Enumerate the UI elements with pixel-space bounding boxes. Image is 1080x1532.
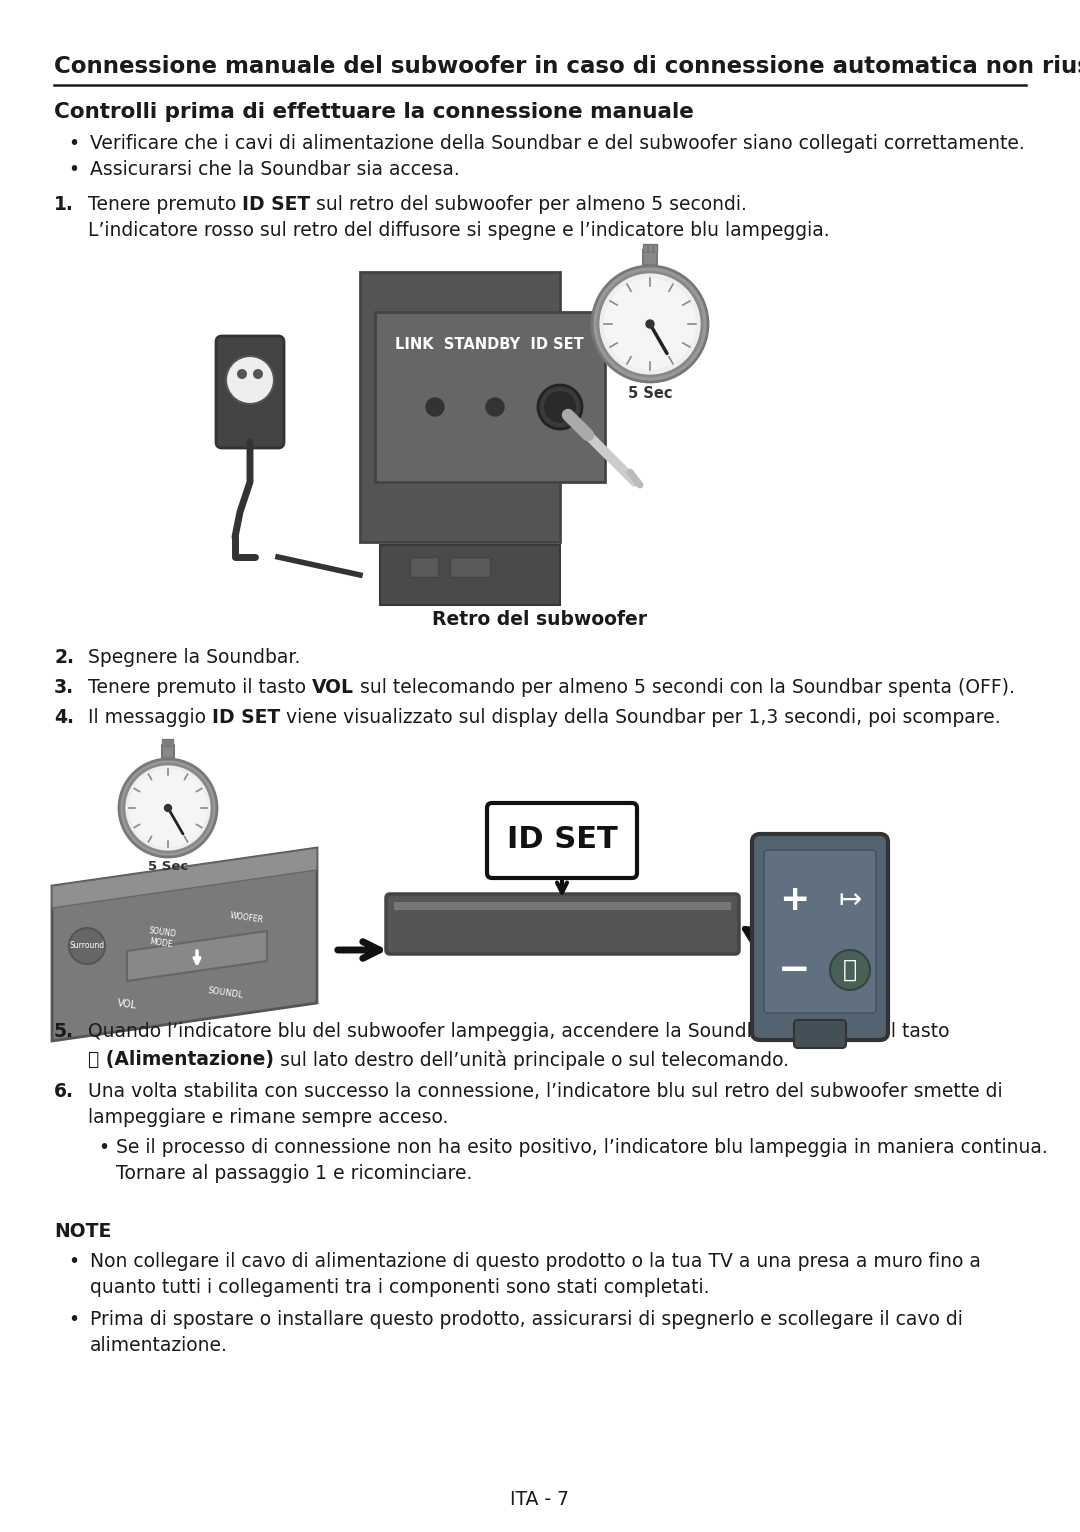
FancyBboxPatch shape: [386, 895, 739, 954]
Bar: [162, 745, 174, 758]
Text: quanto tutti i collegamenti tra i componenti sono stati completati.: quanto tutti i collegamenti tra i compon…: [90, 1278, 710, 1298]
Bar: [360, 273, 561, 542]
Text: Non collegare il cavo di alimentazione di questo prodotto o la tua TV a una pres: Non collegare il cavo di alimentazione d…: [90, 1252, 981, 1272]
Bar: [375, 313, 605, 483]
Text: Verificare che i cavi di alimentazione della Soundbar e del subwoofer siano coll: Verificare che i cavi di alimentazione d…: [90, 133, 1025, 153]
Text: Surround: Surround: [69, 941, 105, 950]
Text: Il messaggio: Il messaggio: [87, 708, 212, 728]
Text: viene visualizzato sul display della Soundbar per 1,3 secondi, poi scompare.: viene visualizzato sul display della Sou…: [280, 708, 1001, 728]
Circle shape: [646, 320, 654, 328]
Text: L’indicatore rosso sul retro del diffusore si spegne e l’indicatore blu lampeggi: L’indicatore rosso sul retro del diffuso…: [87, 221, 829, 241]
Text: •: •: [98, 1138, 109, 1157]
Text: 5.: 5.: [54, 1022, 75, 1042]
Text: alimentazione.: alimentazione.: [90, 1336, 228, 1354]
Bar: [653, 244, 657, 251]
Polygon shape: [127, 931, 267, 980]
Text: Tenere premuto: Tenere premuto: [87, 195, 242, 214]
Circle shape: [544, 391, 576, 423]
Text: •: •: [68, 1310, 79, 1328]
Text: •: •: [68, 1252, 79, 1272]
Text: 5 Sec: 5 Sec: [148, 859, 188, 873]
Text: +: +: [779, 882, 809, 918]
Text: VOL: VOL: [117, 997, 138, 1011]
Circle shape: [129, 769, 207, 847]
Text: 1.: 1.: [54, 195, 73, 214]
Text: Una volta stabilita con successo la connessione, l’indicatore blu sul retro del : Una volta stabilita con successo la conn…: [87, 1082, 1002, 1102]
FancyBboxPatch shape: [216, 336, 284, 447]
Polygon shape: [52, 849, 318, 1042]
Bar: [643, 250, 657, 265]
Text: Controlli prima di effettuare la connessione manuale: Controlli prima di effettuare la conness…: [54, 103, 693, 123]
Text: sul lato destro dell’unità principale o sul telecomando.: sul lato destro dell’unità principale o …: [274, 1049, 789, 1069]
Text: ⏻ (Alimentazione): ⏻ (Alimentazione): [87, 1049, 274, 1069]
Circle shape: [226, 355, 274, 404]
FancyBboxPatch shape: [764, 850, 876, 1013]
Circle shape: [604, 277, 696, 371]
Circle shape: [164, 804, 172, 812]
Text: SOUND
MODE: SOUND MODE: [147, 925, 177, 948]
Circle shape: [119, 758, 217, 856]
Circle shape: [486, 398, 504, 417]
FancyBboxPatch shape: [752, 833, 888, 1040]
Text: Prima di spostare o installare questo prodotto, assicurarsi di spegnerlo e scoll: Prima di spostare o installare questo pr…: [90, 1310, 963, 1328]
Text: lampeggiare e rimane sempre acceso.: lampeggiare e rimane sempre acceso.: [87, 1108, 448, 1128]
Circle shape: [598, 273, 702, 375]
Text: Se il processo di connessione non ha esito positivo, l’indicatore blu lampeggia : Se il processo di connessione non ha esi…: [116, 1138, 1048, 1157]
Circle shape: [538, 385, 582, 429]
Text: 5 Sec: 5 Sec: [627, 386, 672, 401]
Text: •: •: [68, 133, 79, 153]
Text: −: −: [778, 951, 810, 990]
Circle shape: [831, 950, 870, 990]
Text: VOL: VOL: [312, 679, 354, 697]
Text: 6.: 6.: [54, 1082, 75, 1102]
Text: Retro del subwoofer: Retro del subwoofer: [432, 610, 648, 630]
Text: ↦: ↦: [838, 885, 862, 915]
Text: sul retro del subwoofer per almeno 5 secondi.: sul retro del subwoofer per almeno 5 sec…: [311, 195, 747, 214]
Text: ID SET: ID SET: [507, 826, 618, 855]
Text: Connessione manuale del subwoofer in caso di connessione automatica non riuscita: Connessione manuale del subwoofer in cas…: [54, 55, 1080, 78]
Bar: [170, 738, 173, 746]
Text: ⏻: ⏻: [842, 958, 858, 982]
Circle shape: [592, 267, 708, 381]
Circle shape: [426, 398, 444, 417]
Text: SOUNDL: SOUNDL: [207, 987, 243, 1000]
Circle shape: [69, 928, 105, 964]
Text: ID SET: ID SET: [242, 195, 311, 214]
Circle shape: [237, 369, 247, 378]
Text: ID SET: ID SET: [212, 708, 280, 728]
Circle shape: [124, 764, 212, 852]
Text: Tenere premuto il tasto: Tenere premuto il tasto: [87, 679, 312, 697]
FancyBboxPatch shape: [794, 1020, 846, 1048]
Text: Assicurarsi che la Soundbar sia accesa.: Assicurarsi che la Soundbar sia accesa.: [90, 159, 460, 179]
Text: 3.: 3.: [54, 679, 75, 697]
Text: •: •: [68, 159, 79, 179]
Text: 2.: 2.: [54, 648, 75, 666]
Circle shape: [253, 369, 264, 378]
Text: LINK  STANDBY  ID SET: LINK STANDBY ID SET: [395, 337, 584, 352]
Bar: [380, 545, 561, 605]
Bar: [648, 244, 652, 251]
Bar: [166, 738, 168, 746]
Bar: [410, 558, 438, 578]
FancyBboxPatch shape: [487, 803, 637, 878]
Text: ITA - 7: ITA - 7: [511, 1491, 569, 1509]
Text: WOOFER: WOOFER: [230, 912, 265, 925]
Bar: [162, 738, 165, 746]
Text: sul telecomando per almeno 5 secondi con la Soundbar spenta (OFF).: sul telecomando per almeno 5 secondi con…: [354, 679, 1015, 697]
Text: Tornare al passaggio 1 e ricominciare.: Tornare al passaggio 1 e ricominciare.: [116, 1164, 472, 1183]
Text: NOTE: NOTE: [54, 1223, 111, 1241]
Bar: [394, 902, 731, 910]
Bar: [643, 244, 647, 251]
Text: Spegnere la Soundbar.: Spegnere la Soundbar.: [87, 648, 300, 666]
Bar: [450, 558, 490, 578]
Text: 4.: 4.: [54, 708, 75, 728]
Polygon shape: [52, 849, 318, 908]
Text: Quando l’indicatore blu del subwoofer lampeggia, accendere la Soundbar premendo : Quando l’indicatore blu del subwoofer la…: [87, 1022, 949, 1042]
